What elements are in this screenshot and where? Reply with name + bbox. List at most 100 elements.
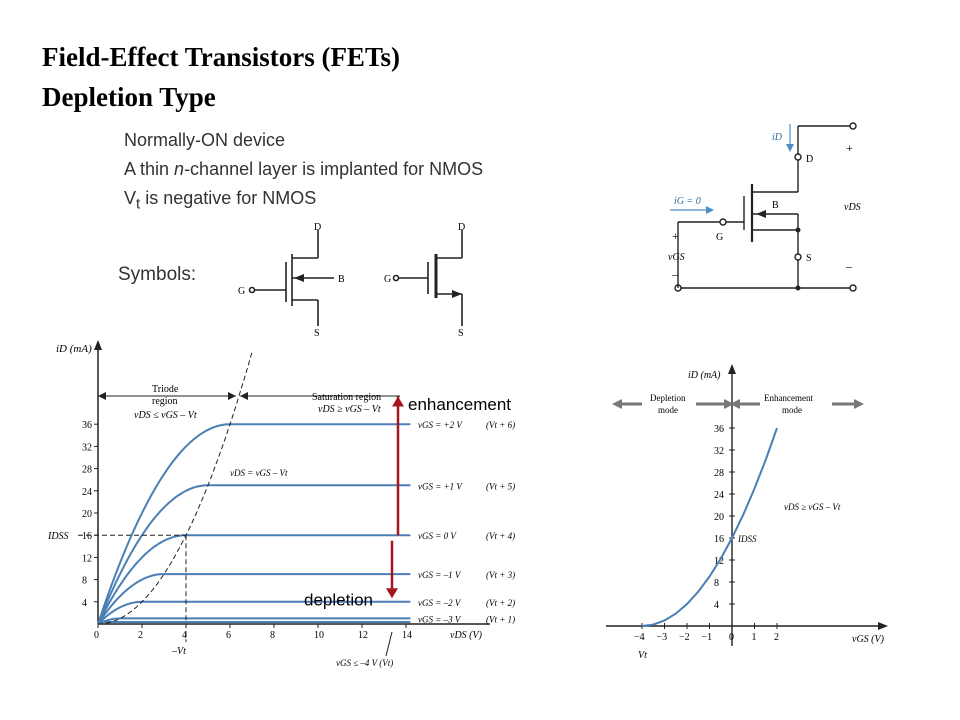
x-tick-label: −4 [634,632,645,643]
idss-label: IDSS [737,534,757,544]
enhancement-label: enhancement [408,395,511,414]
x-tick-label: 14 [402,630,412,641]
bullet-thin-channel: A thin n-channel layer is implanted for … [124,159,483,180]
y-tick-label: 28 [82,465,92,476]
bullet-text: A thin [124,159,175,179]
triode-label: Triode [152,384,179,395]
y-tick-label: 32 [82,442,92,453]
characteristic-curve [97,423,411,625]
y-tick-label: 36 [714,424,724,435]
x-axis-label: vGS (V) [852,634,885,645]
symbol-b-label: B [338,274,345,285]
y-tick-label: 16 [82,531,92,542]
saturation-label: Saturation region [312,392,381,403]
bullet-subscript: t [136,195,141,213]
vgs-minus: – [671,267,679,281]
vt-label: Vt [638,650,647,661]
y-axis-label: iD (mA) [688,370,721,381]
triode-condition: vDS ≤ vGS – Vt [134,410,197,421]
y-axis-arrow-icon [94,340,102,350]
characteristic-curve [97,484,411,625]
label-bg [642,390,696,418]
arrow-icon [386,588,398,599]
arrow-icon [612,399,622,409]
y-tick-label: 24 [82,487,92,498]
y-tick-label: 20 [714,512,724,523]
circuit-s-label: S [806,253,812,264]
curve-tag: (Vt + 3) [486,570,515,580]
x-axis-label: vDS (V) [450,630,483,641]
characteristic-curve [97,600,411,625]
triode-label: region [152,396,178,407]
arrow-icon [452,290,462,298]
x-axis-arrow-icon [878,622,888,630]
transfer-characteristic-chart: iD (mA)vGS (V)−4 −3 −2 −1 0 1 2481216202428323… [606,364,888,661]
slide-subtitle: Depletion Type [42,82,216,112]
condition-label: vDS ≥ vGS – Vt [784,502,841,512]
bullet-vt-negative: Vt is negative for NMOS [124,188,316,213]
symbols-label: Symbols: [118,264,197,285]
y-tick-label: 28 [714,468,724,479]
arrow-icon [228,392,236,400]
vgs-plus: + [672,229,679,243]
enhancement-mode-label: Enhancement [764,393,813,403]
x-tick-label: 10 [314,630,324,641]
bullet-italic: n [174,159,185,179]
idss-label: IDSS [47,531,69,542]
symbol2-d-label: D [458,222,465,233]
saturation-condition: vDS ≥ vGS – Vt [318,404,381,415]
bullet-text: -channel layer is implanted for NMOS [184,159,484,179]
bullet-text: Normally-ON device [124,130,286,150]
curve-tag: (Vt + 1) [486,614,515,624]
id-arrow-icon [786,144,794,152]
saturation-boundary-curve [97,351,253,625]
output-characteristics-chart: iD (mA)vDS (V)0 2 4 6 8 10 12 14481216202428323… [47,340,515,668]
characteristic-curve [97,573,411,625]
x-tick-label: 1 [752,632,757,643]
bullet-normally-on: Normally-ON device [124,130,285,151]
arrow-icon [294,274,304,282]
x-tick-label: 12 [358,630,368,641]
characteristic-curve [97,534,411,625]
cutoff-label: vGS ≤ –4 V (Vt) [336,658,393,668]
arrow-icon [392,396,404,407]
y-tick-label: 16 [714,534,724,545]
x-tick-label: −3 [657,632,668,643]
ig-label: iG = 0 [674,196,701,207]
curve-tag: (Vt + 5) [486,481,515,491]
x-tick-label: 6 [226,630,231,641]
curve-label: vGS = –3 V [418,614,462,624]
curve-label: vGS = –2 V [418,598,462,608]
boundary-label: vDS = vGS – Vt [230,468,288,478]
symbol-g-label: G [238,286,245,297]
x-tick-label: 0 [94,630,99,641]
y-tick-label: 8 [82,576,87,587]
x-tick-label: 2 [774,632,779,643]
vds-minus: – [845,259,853,273]
mosfet-symbols: D B G S D G S [238,222,465,338]
y-tick-label: 12 [82,553,92,564]
y-tick-label: 20 [82,509,92,520]
x-tick-label: 4 [182,630,187,641]
x-tick-label: 8 [270,630,275,641]
cutoff-pointer [385,631,393,657]
arrow-icon [240,392,248,400]
transfer-curve [641,427,778,627]
y-axis-arrow-icon [728,364,736,374]
curve-label: vGS = –1 V [418,570,462,580]
symbol-s-label: S [314,328,320,338]
curve-label: vGS = +1 V [418,481,463,491]
vgs-label: vGS [668,252,685,263]
arrow-icon [756,210,766,218]
bullet-text: V [124,188,137,208]
x-tick-label: −1 [702,632,713,643]
symbol2-g-label: G [384,274,391,285]
id-label: iD [772,132,783,143]
curve-tag: (Vt + 6) [486,420,515,430]
bullet-text: is negative for NMOS [140,188,317,208]
x-tick-label: 2 [138,630,143,641]
depletion-label: depletion [304,590,373,609]
arrow-icon [98,392,106,400]
circuit-diagram: iD iG = 0 D B G S + vDS – + vGS – [668,122,861,292]
enhancement-mode-label: mode [782,405,802,415]
